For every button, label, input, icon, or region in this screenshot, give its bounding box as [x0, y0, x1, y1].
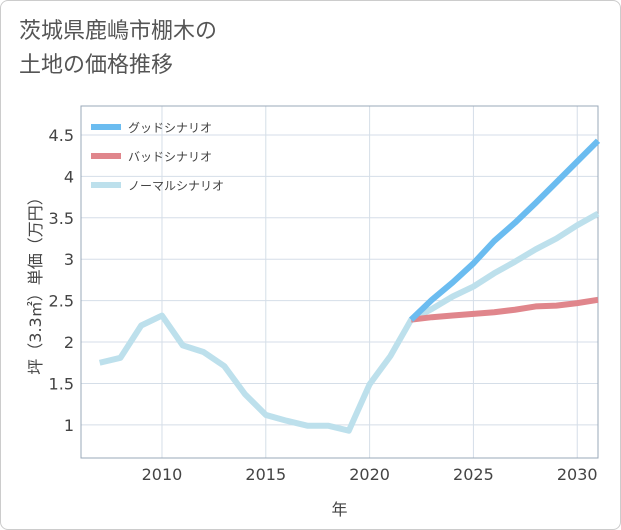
series-line-0 [409, 138, 601, 322]
y-tick-label: 2 [64, 333, 74, 352]
legend-label: グッドシナリオ [128, 121, 212, 135]
x-tick-label: 2015 [245, 465, 286, 484]
series-line-1 [410, 296, 599, 323]
x-axis-label: 年 [331, 500, 347, 519]
x-tick-label: 2025 [453, 465, 494, 484]
legend-label: ノーマルシナリオ [128, 179, 224, 193]
plot-frame [80, 105, 599, 459]
y-tick-label: 4.5 [49, 126, 74, 145]
series-line-2 [98, 211, 600, 434]
x-tick-label: 2020 [349, 465, 390, 484]
y-tick-label: 3 [64, 250, 74, 269]
y-tick-label: 1.5 [49, 374, 74, 393]
y-tick-label: 1 [64, 416, 74, 435]
x-tick-label: 2030 [557, 465, 598, 484]
y-axis-label: 坪（3.3㎡）単価（万円） [26, 189, 45, 374]
legend-label: バッドシナリオ [128, 150, 212, 164]
y-tick-label: 2.5 [49, 292, 74, 311]
chart-title: 茨城県鹿嶋市棚木の 土地の価格推移 [19, 19, 218, 78]
y-tick-label: 4 [64, 167, 74, 186]
y-tick-label: 3.5 [49, 209, 74, 228]
x-tick-label: 2010 [142, 465, 183, 484]
